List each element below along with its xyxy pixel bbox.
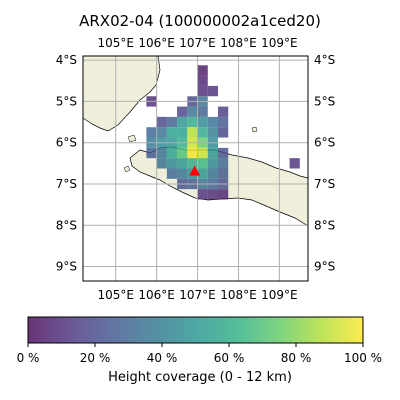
station-marker-triangle bbox=[189, 165, 201, 176]
lon-tick-label-top: 106°E bbox=[138, 36, 175, 50]
land-sumatra bbox=[83, 56, 161, 132]
lat-tick-label-left: 5°S bbox=[56, 94, 77, 108]
lon-tick-label-bottom: 109°E bbox=[261, 288, 298, 302]
lat-tick-label-right: 9°S bbox=[314, 260, 335, 274]
colorbar-tick-label: 40 % bbox=[147, 351, 178, 365]
colorbar-tick-label: 0 % bbox=[17, 351, 40, 365]
lat-tick-label-left: 7°S bbox=[56, 177, 77, 191]
map-frame bbox=[82, 55, 309, 282]
gridlines bbox=[83, 56, 308, 281]
coverage-cell bbox=[166, 127, 178, 138]
coverage-cell bbox=[187, 106, 198, 117]
coverage-cell bbox=[197, 127, 208, 138]
coverage-cell bbox=[197, 85, 208, 97]
coverage-cell bbox=[218, 158, 229, 169]
colorbar-gradient bbox=[28, 317, 363, 343]
colorbar-tick-label: 60 % bbox=[214, 351, 245, 365]
coverage-cell bbox=[218, 127, 229, 138]
colorbar-tick-label: 20 % bbox=[80, 351, 111, 365]
coverage-cell bbox=[218, 189, 229, 200]
coverage-cell bbox=[166, 116, 178, 128]
lon-tick-label-top: 107°E bbox=[179, 36, 216, 50]
coverage-cell bbox=[156, 147, 167, 159]
coverage-cell bbox=[207, 168, 218, 179]
coverage-cell bbox=[197, 189, 208, 200]
coverage-cell bbox=[289, 158, 300, 169]
lon-tick-label-bottom: 108°E bbox=[220, 288, 257, 302]
coverage-cell bbox=[146, 127, 157, 138]
coverage-cell bbox=[218, 168, 229, 179]
coverage-cell bbox=[207, 116, 218, 128]
lon-tick-label-bottom: 106°E bbox=[138, 288, 175, 302]
coverage-cell bbox=[197, 116, 208, 128]
coverage-cell bbox=[197, 65, 208, 76]
lat-tick-label-right: 7°S bbox=[314, 177, 335, 191]
coverage-cell bbox=[197, 168, 208, 179]
land-island-1 bbox=[127, 134, 137, 143]
land-island-3 bbox=[251, 126, 258, 133]
lon-tick-label-bottom: 107°E bbox=[179, 288, 216, 302]
coverage-cell bbox=[218, 106, 229, 117]
lat-tick-label-right: 6°S bbox=[314, 136, 335, 150]
coverage-cell bbox=[197, 106, 208, 117]
lat-tick-label-left: 8°S bbox=[56, 218, 77, 232]
colorbar-tick-label: 100 % bbox=[344, 351, 382, 365]
coverage-cell bbox=[197, 158, 208, 169]
lat-tick-label-right: 5°S bbox=[314, 94, 335, 108]
lat-tick-label-left: 6°S bbox=[56, 136, 77, 150]
lon-tick-label-bottom: 105°E bbox=[97, 288, 134, 302]
lon-tick-label-top: 108°E bbox=[220, 36, 257, 50]
colorbar-tick-label: 80 % bbox=[281, 351, 312, 365]
coverage-cell bbox=[166, 158, 178, 169]
lat-tick-label-right: 4°S bbox=[314, 53, 335, 67]
coverage-cell bbox=[218, 116, 229, 128]
coverage-cell bbox=[146, 147, 157, 159]
coverage-cell bbox=[177, 116, 188, 128]
coverage-cell bbox=[177, 127, 188, 138]
coverage-cell bbox=[177, 168, 188, 179]
coverage-cell bbox=[187, 147, 198, 159]
coverage-cell bbox=[207, 158, 218, 169]
coverage-cell bbox=[207, 189, 218, 200]
marker-layer bbox=[189, 165, 201, 176]
coverage-cell bbox=[207, 127, 218, 138]
coverage-cell bbox=[156, 116, 167, 128]
lat-tick-label-left: 4°S bbox=[56, 53, 77, 67]
colorbar: 0 % 20 % 40 % 60 % 80 % 100 % bbox=[17, 316, 382, 365]
coverage-cell bbox=[207, 147, 218, 159]
coverage-cell bbox=[156, 158, 167, 169]
coverage-cell bbox=[187, 116, 198, 128]
coverage-cell bbox=[156, 127, 167, 138]
coverage-cell bbox=[197, 75, 208, 86]
coverage-cell bbox=[207, 85, 218, 97]
colorbar-label: Height coverage (0 - 12 km) bbox=[108, 370, 292, 385]
map-area: 105°E 105°E 106°E 106°E 107°E 107°E 108°E 108°E… bbox=[56, 36, 336, 302]
coverage-cell bbox=[187, 127, 198, 138]
map-ticks: 105°E 105°E 106°E 106°E 107°E 107°E 108°E 108°E… bbox=[56, 36, 336, 302]
colorbar-frame bbox=[27, 316, 364, 344]
land-island-2 bbox=[123, 165, 131, 173]
coverage-cell bbox=[177, 158, 188, 169]
coverage-cell bbox=[197, 147, 208, 159]
coverage-cell bbox=[166, 168, 178, 179]
coverage-cell bbox=[177, 106, 188, 117]
coverage-cell bbox=[166, 147, 178, 159]
lon-tick-label-top: 109°E bbox=[261, 36, 298, 50]
coverage-cell bbox=[187, 158, 198, 169]
coverage-cell bbox=[218, 147, 229, 159]
lat-tick-label-left: 9°S bbox=[56, 260, 77, 274]
coverage-cell bbox=[177, 147, 188, 159]
lat-tick-label-right: 8°S bbox=[314, 218, 335, 232]
lon-tick-label-top: 105°E bbox=[97, 36, 134, 50]
colorbar-ticks: 0 % 20 % 40 % 60 % 80 % 100 % bbox=[17, 343, 382, 365]
map-title: ARX02-04 (100000002a1ced20) bbox=[79, 12, 321, 30]
